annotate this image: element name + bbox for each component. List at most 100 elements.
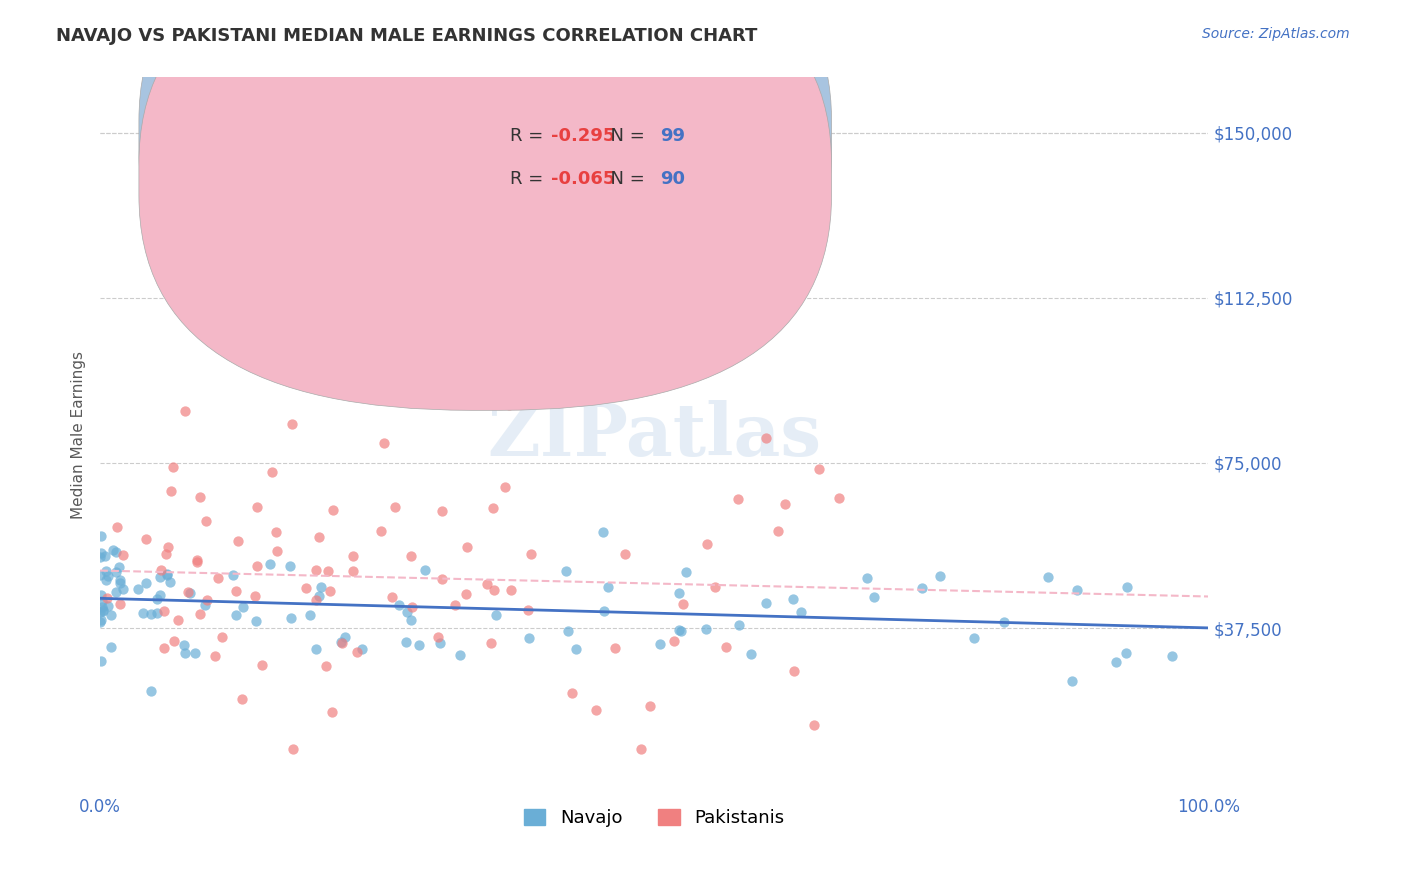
Point xyxy=(373,435,395,450)
Point xyxy=(807,462,830,476)
Point xyxy=(308,589,330,603)
Point xyxy=(90,600,112,615)
Point xyxy=(100,608,122,623)
Legend: Navajo, Pakistanis: Navajo, Pakistanis xyxy=(516,802,792,834)
Point xyxy=(204,648,226,663)
Point xyxy=(427,630,450,644)
Point xyxy=(141,684,163,698)
Point xyxy=(482,582,505,597)
Point xyxy=(156,566,179,581)
Point xyxy=(669,624,692,638)
Point xyxy=(413,563,436,577)
Point xyxy=(246,500,269,515)
Point xyxy=(430,572,453,586)
Point xyxy=(485,608,508,623)
Point xyxy=(188,490,211,504)
Point xyxy=(280,611,302,625)
Text: NAVAJO VS PAKISTANI MEDIAN MALE EARNINGS CORRELATION CHART: NAVAJO VS PAKISTANI MEDIAN MALE EARNINGS… xyxy=(56,27,758,45)
Point xyxy=(243,589,266,603)
Point xyxy=(1062,674,1084,689)
Point xyxy=(316,564,339,578)
Point xyxy=(408,638,430,652)
Point xyxy=(225,584,247,599)
Point xyxy=(90,613,112,627)
Text: -0.065: -0.065 xyxy=(551,170,616,188)
Point xyxy=(278,559,301,574)
Point xyxy=(648,637,671,651)
Point xyxy=(782,591,804,606)
Point xyxy=(104,545,127,559)
Point xyxy=(401,599,423,614)
Point xyxy=(1115,646,1137,660)
Text: Source: ZipAtlas.com: Source: ZipAtlas.com xyxy=(1202,27,1350,41)
Point xyxy=(250,657,273,672)
Point xyxy=(1066,582,1088,597)
Point xyxy=(388,599,411,613)
Point xyxy=(96,591,118,606)
Point xyxy=(704,581,727,595)
Point xyxy=(149,563,172,577)
Point xyxy=(146,591,169,606)
Point xyxy=(399,613,422,627)
Point xyxy=(186,555,208,569)
Point xyxy=(149,588,172,602)
Point xyxy=(593,604,616,618)
Point xyxy=(672,597,695,611)
Point xyxy=(993,615,1015,629)
Point xyxy=(93,602,115,616)
Point xyxy=(384,500,406,514)
Point xyxy=(1104,655,1126,669)
Point xyxy=(790,605,813,619)
Point xyxy=(90,529,112,543)
Point xyxy=(856,571,879,585)
Point xyxy=(561,686,583,700)
Point xyxy=(630,742,652,756)
Point xyxy=(108,576,131,591)
Point xyxy=(167,613,190,627)
Point xyxy=(94,549,117,563)
Point xyxy=(108,597,131,611)
Text: R =: R = xyxy=(510,128,550,145)
Point xyxy=(246,558,269,573)
Point xyxy=(782,665,804,679)
Point xyxy=(928,569,950,583)
Point xyxy=(432,504,454,518)
Point xyxy=(668,586,690,600)
Point xyxy=(696,537,718,551)
Point xyxy=(429,636,451,650)
Point xyxy=(565,641,588,656)
Point xyxy=(245,614,267,628)
Point xyxy=(179,586,201,600)
Point xyxy=(221,568,243,582)
Point xyxy=(668,623,690,637)
Point xyxy=(108,560,131,574)
Point xyxy=(91,604,114,618)
Point xyxy=(177,585,200,599)
Point xyxy=(90,546,112,560)
Point xyxy=(105,520,128,534)
Point xyxy=(194,515,217,529)
Point xyxy=(193,598,215,612)
Point xyxy=(94,573,117,587)
Point xyxy=(1115,580,1137,594)
Point xyxy=(766,524,789,539)
Point xyxy=(456,586,478,600)
Point xyxy=(456,540,478,554)
Point xyxy=(342,549,364,564)
Point xyxy=(614,547,637,561)
Point xyxy=(153,640,176,655)
Point xyxy=(475,576,498,591)
Point xyxy=(520,547,543,561)
Point xyxy=(638,699,661,714)
Point xyxy=(911,581,934,595)
Point xyxy=(755,596,778,610)
Y-axis label: Median Male Earnings: Median Male Earnings xyxy=(72,351,86,519)
Point xyxy=(381,590,404,604)
Text: ZIPatlas: ZIPatlas xyxy=(486,400,821,471)
Point xyxy=(131,607,153,621)
Point xyxy=(163,634,186,648)
Point xyxy=(773,497,796,511)
Point xyxy=(370,524,392,538)
Point xyxy=(321,705,343,719)
Point xyxy=(740,647,762,661)
